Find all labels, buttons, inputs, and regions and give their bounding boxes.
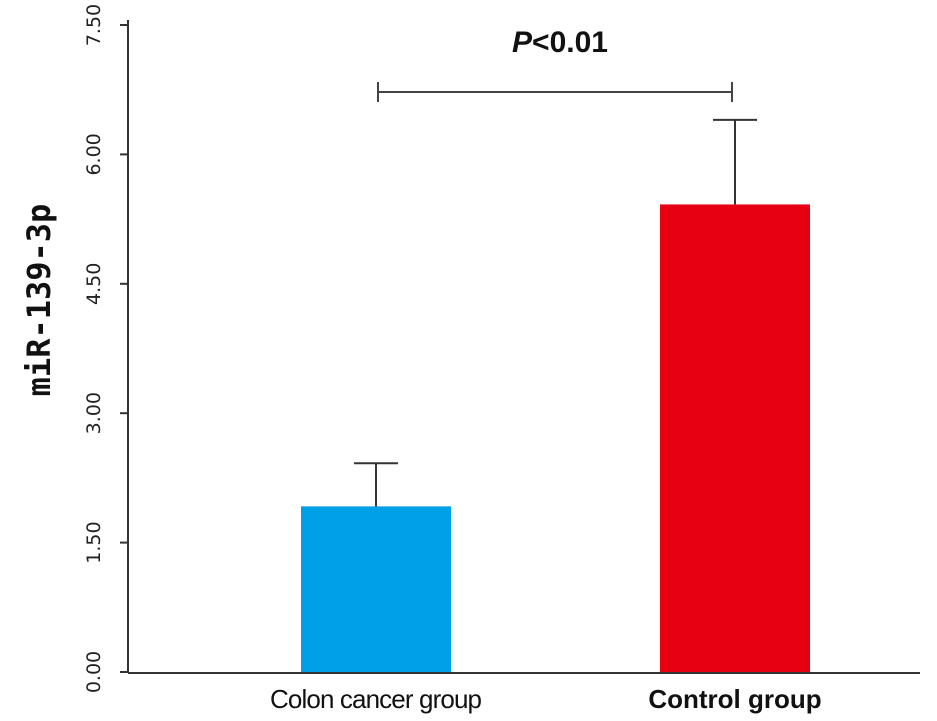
bar-colon-cancer-group bbox=[301, 506, 451, 672]
y-tick-label: 1.50 bbox=[83, 521, 105, 563]
y-axis-label: miR-139-3p bbox=[20, 204, 58, 397]
y-tick-label: 7.50 bbox=[83, 4, 105, 46]
y-tick-label: 3.00 bbox=[83, 392, 105, 434]
y-ticks: 0.00 1.50 3.00 4.50 6.00 7.50 bbox=[83, 4, 128, 693]
y-tick-label: 4.50 bbox=[83, 263, 105, 305]
y-tick-label: 0.00 bbox=[83, 651, 105, 693]
bar-control-group bbox=[660, 204, 810, 672]
y-tick-label: 6.00 bbox=[83, 133, 105, 175]
bars bbox=[301, 204, 810, 672]
x-tick-label: Control group bbox=[648, 684, 821, 714]
error-bars bbox=[354, 118, 757, 507]
significance-bracket: P<0.01 bbox=[377, 26, 733, 102]
significance-label: P<0.01 bbox=[512, 26, 608, 59]
x-tick-label: Colon cancer group bbox=[270, 684, 482, 714]
x-tick-labels: Colon cancer group Control group bbox=[270, 684, 822, 714]
